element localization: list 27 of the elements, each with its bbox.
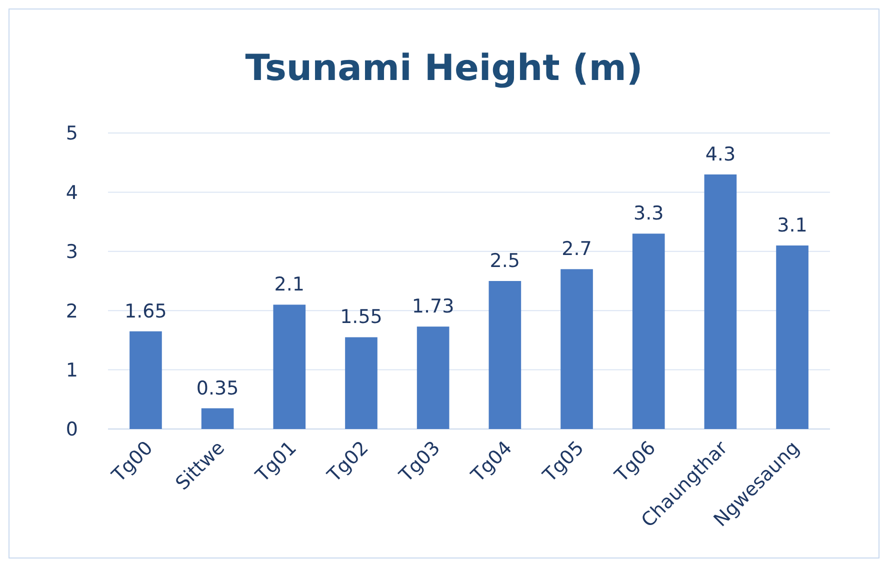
bar	[130, 331, 162, 429]
bar	[776, 245, 808, 429]
data-label: 1.55	[340, 306, 382, 328]
y-tick-label: 2	[66, 300, 78, 322]
bar	[345, 337, 378, 429]
y-tick-label: 0	[66, 418, 78, 441]
bar	[560, 269, 593, 429]
bar	[273, 304, 306, 429]
data-label: 4.3	[705, 143, 736, 166]
data-label: 1.65	[124, 300, 167, 322]
data-label: 3.3	[633, 202, 664, 225]
chart-title: Tsunami Height (m)	[245, 48, 643, 89]
bar	[632, 234, 665, 429]
data-label: 3.1	[777, 214, 808, 236]
bar	[201, 408, 234, 429]
y-tick-label: 5	[66, 122, 78, 145]
bar	[488, 281, 522, 429]
y-tick-label: 3	[66, 241, 78, 264]
y-tick-label: 4	[66, 182, 78, 204]
data-label: 2.1	[274, 274, 305, 296]
y-tick-label: 1	[66, 359, 78, 382]
bar	[704, 174, 737, 429]
data-label: 0.35	[196, 377, 239, 400]
bar	[416, 326, 450, 429]
data-label: 2.7	[562, 238, 592, 260]
data-label: 1.73	[412, 296, 454, 318]
data-label: 2.5	[490, 250, 520, 272]
